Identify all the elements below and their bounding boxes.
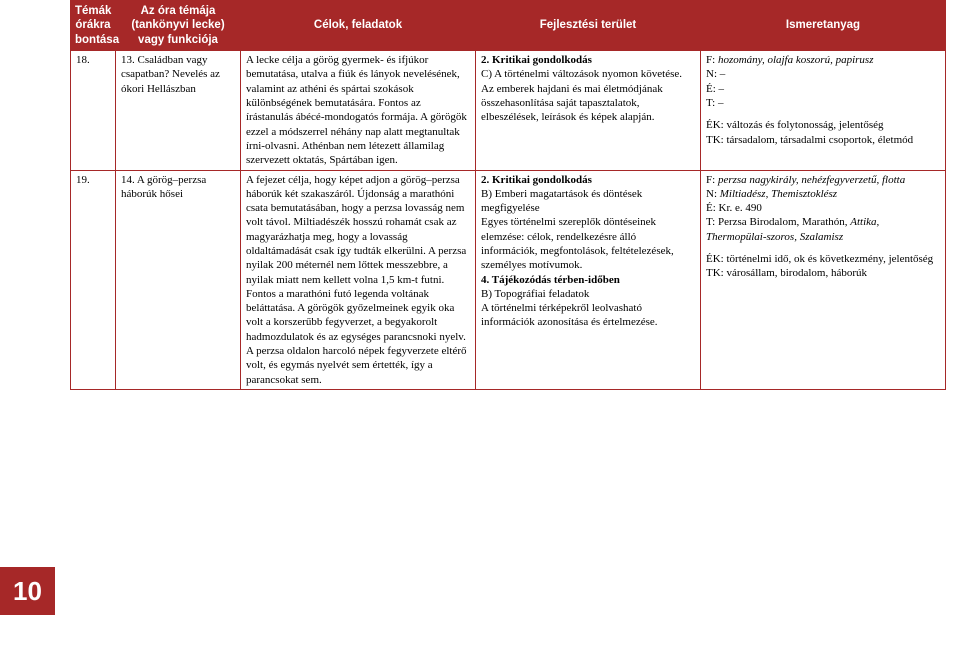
table-row: 19. 14. A görög–perzsa háborúk hősei A f… (71, 170, 946, 389)
ism-tk: TK: városállam, birodalom, háborúk (706, 266, 940, 280)
ism-n-val: – (720, 68, 726, 80)
goals-text: A fejezet célja, hogy képet adjon a görö… (246, 173, 470, 387)
lesson-number: 18. (76, 53, 110, 67)
ism-f: F: perzsa nagykirály, nehézfegyverzetű, … (706, 173, 940, 187)
ism-f: F: hozomány, olajfa koszorú, papirusz (706, 53, 940, 67)
curriculum-table: Témák órákra bontása Az óra témája (tank… (70, 0, 946, 390)
ism-n-val: Miltiadész, Themisztoklész (720, 188, 837, 200)
dev-body: B) Emberi magatartások és döntések megfi… (481, 187, 695, 273)
cell-fejlesztes: 2. Kritikai gondolkodás C) A történelmi … (476, 51, 701, 170)
cell-fejlesztes: 2. Kritikai gondolkodás B) Emberi magata… (476, 170, 701, 389)
page-number: 10 (13, 576, 42, 607)
cell-bontas: 18. (71, 51, 116, 170)
ism-ek-val: történelmi idő, ok és következmény, jele… (726, 253, 933, 265)
cell-tema: 14. A görög–perzsa háborúk hősei (116, 170, 241, 389)
lesson-title: 13. Családban vagy csapatban? Nevelés az… (121, 53, 235, 96)
ism-ek: ÉK: változás és folytonosság, jelentőség (706, 118, 940, 132)
header-tema: Az óra témája (tankönyvi lecke) vagy fun… (116, 1, 241, 51)
ism-ek: ÉK: történelmi idő, ok és következmény, … (706, 252, 940, 266)
ism-f-val: perzsa nagykirály, nehézfegyverzetű, flo… (718, 174, 905, 186)
header-row: Témák órákra bontása Az óra témája (tank… (71, 1, 946, 51)
ism-tk-val: társadalom, társadalmi csoportok, életmó… (726, 134, 913, 146)
ism-t: T: Perzsa Birodalom, Marathón, Attika, T… (706, 215, 940, 244)
ism-t-val: – (718, 97, 724, 109)
ism-e-val: – (719, 83, 725, 95)
dev-body: C) A történelmi változások nyomon követé… (481, 67, 695, 124)
ism-n: N: Miltiadész, Themisztoklész (706, 187, 940, 201)
ism-n: N: – (706, 67, 940, 81)
ism-e-val: Kr. e. 490 (719, 202, 762, 214)
cell-bontas: 19. (71, 170, 116, 389)
cell-celok: A fejezet célja, hogy képet adjon a görö… (241, 170, 476, 389)
cell-celok: A lecke célja a görög gyermek- és ifjúko… (241, 51, 476, 170)
ism-f-val: hozomány, olajfa koszorú, papirusz (718, 54, 874, 66)
ism-ek-val: változás és folytonosság, jelentőség (726, 119, 883, 131)
header-celok: Célok, feladatok (241, 1, 476, 51)
ism-tk-val: városállam, birodalom, háborúk (726, 267, 867, 279)
header-ismeret: Ismeretanyag (701, 1, 946, 51)
dev-heading: 2. Kritikai gondolkodás (481, 53, 695, 67)
ism-tk: TK: társadalom, társadalmi csoportok, él… (706, 133, 940, 147)
lesson-title: 14. A görög–perzsa háborúk hősei (121, 173, 235, 202)
dev-heading-2: 4. Tájékozódás térben-időben (481, 273, 695, 287)
cell-ismeret: F: hozomány, olajfa koszorú, papirusz N:… (701, 51, 946, 170)
goals-text: A lecke célja a görög gyermek- és ifjúko… (246, 53, 470, 167)
header-fejlesztes: Fejlesztési terület (476, 1, 701, 51)
dev-heading: 2. Kritikai gondolkodás (481, 173, 695, 187)
cell-ismeret: F: perzsa nagykirály, nehézfegyverzetű, … (701, 170, 946, 389)
table-row: 18. 13. Családban vagy csapatban? Nevelé… (71, 51, 946, 170)
ism-e: É: Kr. e. 490 (706, 201, 940, 215)
ism-t: T: – (706, 96, 940, 110)
lesson-number: 19. (76, 173, 110, 187)
page-number-tab: 10 (0, 567, 55, 615)
cell-tema: 13. Családban vagy csapatban? Nevelés az… (116, 51, 241, 170)
ism-e: É: – (706, 82, 940, 96)
header-bontas: Témák órákra bontása (71, 1, 116, 51)
dev-body-2: B) Topográfiai feladatok A történelmi té… (481, 287, 695, 330)
ism-t-val: Perzsa Birodalom, Marathón, (718, 216, 848, 228)
